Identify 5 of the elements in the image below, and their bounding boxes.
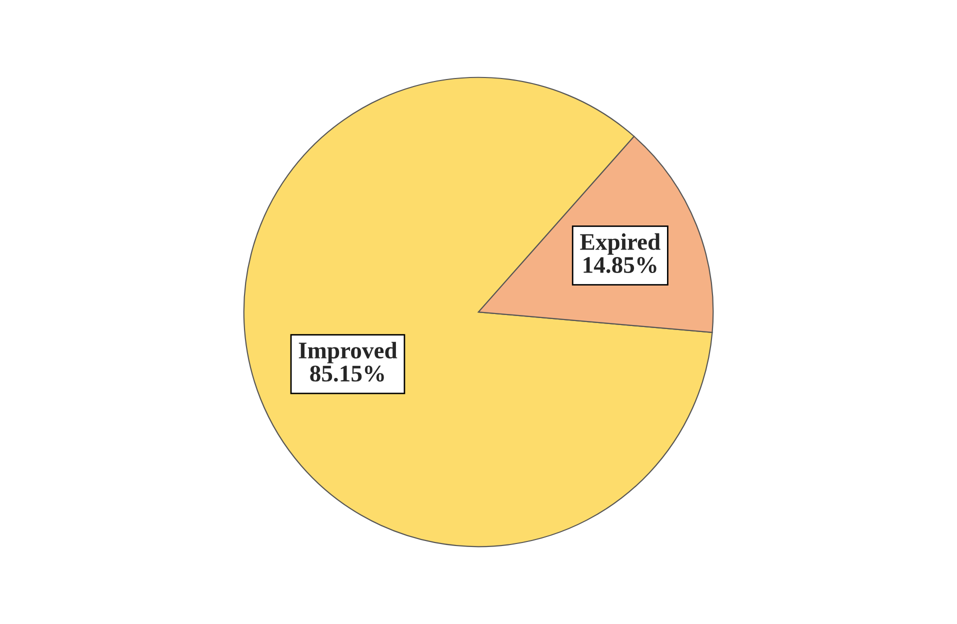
data-label: 85.15% (310, 366, 384, 382)
slice-label: Improved (298, 342, 398, 364)
data-label: 14.85% (584, 257, 656, 274)
slice-label: Expired (580, 233, 660, 255)
pie-slice (243, 76, 713, 548)
